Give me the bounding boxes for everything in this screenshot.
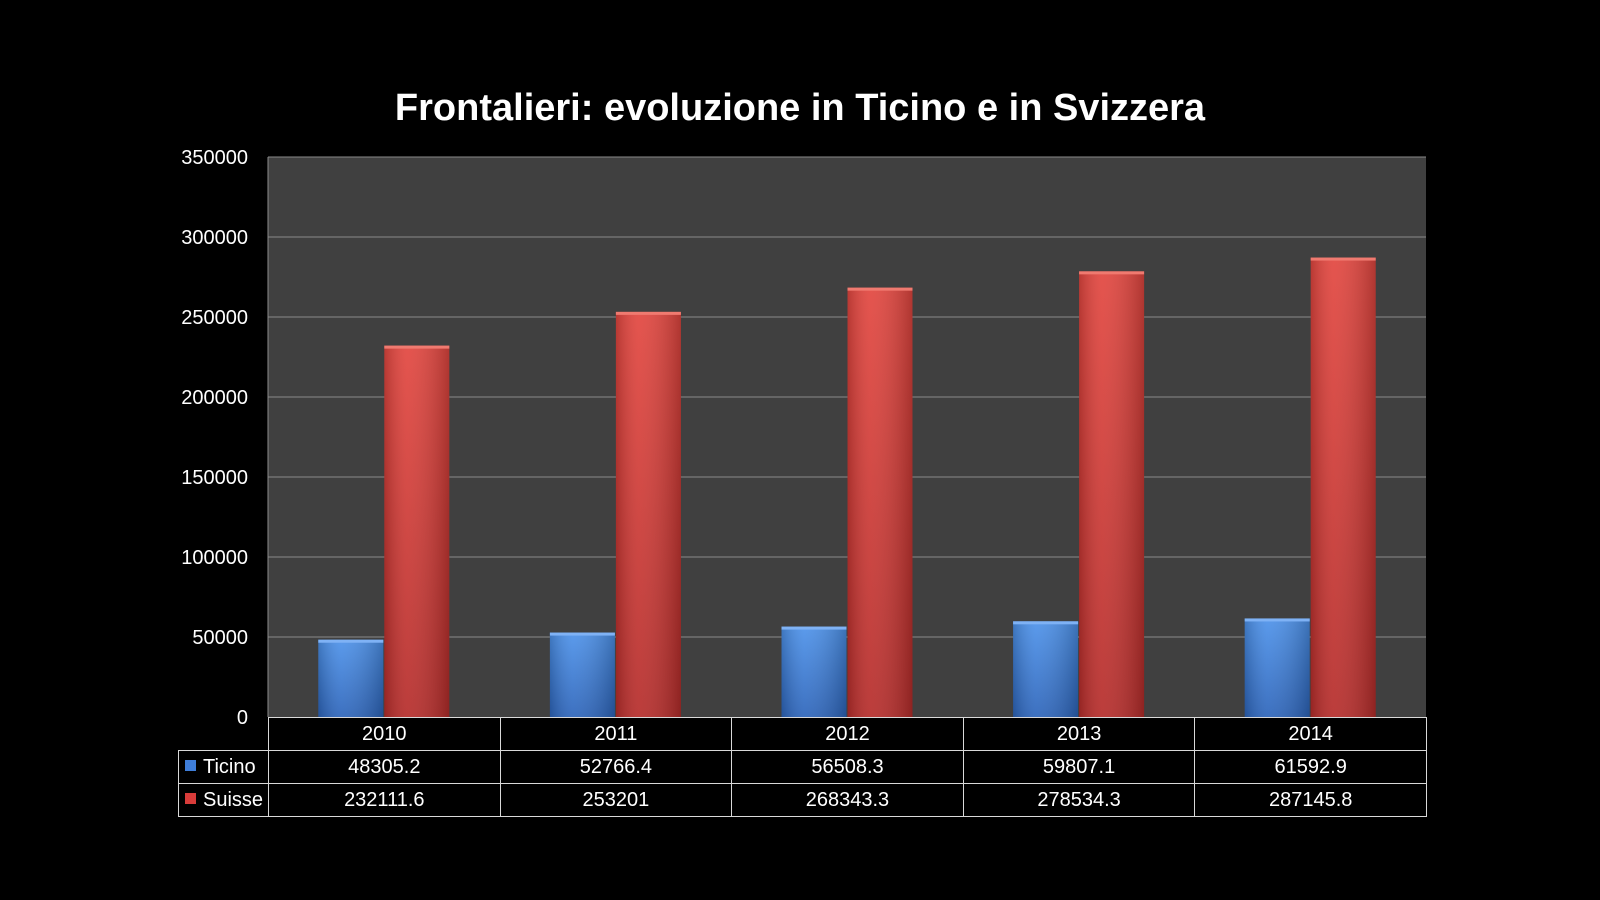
table-row-suisse: Suisse 232111.6 253201 268343.3 278534.3… [178, 783, 1427, 817]
table-corner [178, 717, 269, 751]
bars [318, 257, 1376, 717]
legend-entry-ticino: Ticino [178, 750, 269, 784]
bar-ticino-2010 [318, 639, 384, 717]
category-label: 2011 [499, 717, 733, 751]
bar-top-highlight [318, 639, 384, 643]
legend-entry-suisse: Suisse [178, 783, 269, 817]
data-table: 2010 2011 2012 2013 2014 Ticino 48305.2 … [178, 717, 1427, 817]
bar-top-highlight [847, 287, 913, 291]
bar-shading [384, 345, 450, 717]
bar-top-highlight [384, 345, 450, 349]
data-label: 232111.6 [268, 783, 501, 817]
y-tick-label: 200000 [181, 387, 248, 409]
bar-suisse-2011 [615, 311, 681, 717]
bar-shading [1013, 621, 1079, 717]
legend-key-suisse [185, 792, 196, 804]
legend-key-ticino [185, 759, 196, 771]
data-label: 253201 [499, 783, 733, 817]
data-label: 61592.9 [1194, 750, 1427, 784]
y-tick-label: 350000 [181, 147, 248, 169]
bar-ticino-2012 [781, 626, 847, 717]
data-label: 59807.1 [962, 750, 1196, 784]
bar-suisse-2014 [1310, 257, 1376, 717]
bar-shading [847, 287, 913, 717]
gridlines [268, 156, 1426, 638]
table-header-row: 2010 2011 2012 2013 2014 [178, 717, 1427, 751]
bar-suisse-2013 [1079, 271, 1145, 717]
bar-suisse-2010 [384, 345, 450, 717]
series-name: Suisse [203, 788, 264, 811]
data-label: 56508.3 [731, 750, 964, 784]
category-label: 2010 [268, 717, 501, 751]
bar-suisse-2012 [847, 287, 913, 717]
category-label: 2013 [962, 717, 1196, 751]
y-axis-ticks: 0500001000001500002000002500003000003500… [181, 147, 248, 729]
data-label: 52766.4 [499, 750, 733, 784]
bar-shading [1310, 257, 1376, 717]
y-tick-label: 50000 [192, 627, 248, 649]
bar-top-highlight [1310, 257, 1376, 261]
category-label: 2014 [1194, 717, 1427, 751]
data-label: 287145.8 [1194, 783, 1427, 817]
bar-shading [1244, 618, 1310, 717]
bar-shading [318, 639, 384, 717]
data-label: 268343.3 [731, 783, 964, 817]
bar-top-highlight [1079, 271, 1145, 275]
bar-ticino-2013 [1013, 621, 1079, 717]
y-tick-label: 250000 [181, 307, 248, 329]
bar-top-highlight [1244, 618, 1310, 622]
bar-top-highlight [615, 311, 681, 315]
y-tick-label: 300000 [181, 227, 248, 249]
bar-shading [549, 632, 615, 717]
category-label: 2012 [731, 717, 964, 751]
bar-ticino-2014 [1244, 618, 1310, 717]
data-label: 278534.3 [962, 783, 1196, 817]
bar-ticino-2011 [549, 632, 615, 717]
chart-title: Frontalieri: evoluzione in Ticino e in S… [394, 87, 1206, 129]
table-row-ticino: Ticino 48305.2 52766.4 56508.3 59807.1 6… [178, 750, 1427, 784]
y-tick-label: 150000 [181, 467, 248, 489]
y-tick-label: 100000 [181, 547, 248, 569]
bar-shading [781, 626, 847, 717]
bar-shading [1079, 271, 1145, 717]
bar-shading [615, 311, 681, 717]
data-label: 48305.2 [268, 750, 501, 784]
series-name: Ticino [203, 755, 256, 778]
bar-top-highlight [781, 626, 847, 630]
bar-top-highlight [549, 632, 615, 636]
plot-area [268, 157, 1426, 717]
bar-top-highlight [1013, 621, 1079, 625]
